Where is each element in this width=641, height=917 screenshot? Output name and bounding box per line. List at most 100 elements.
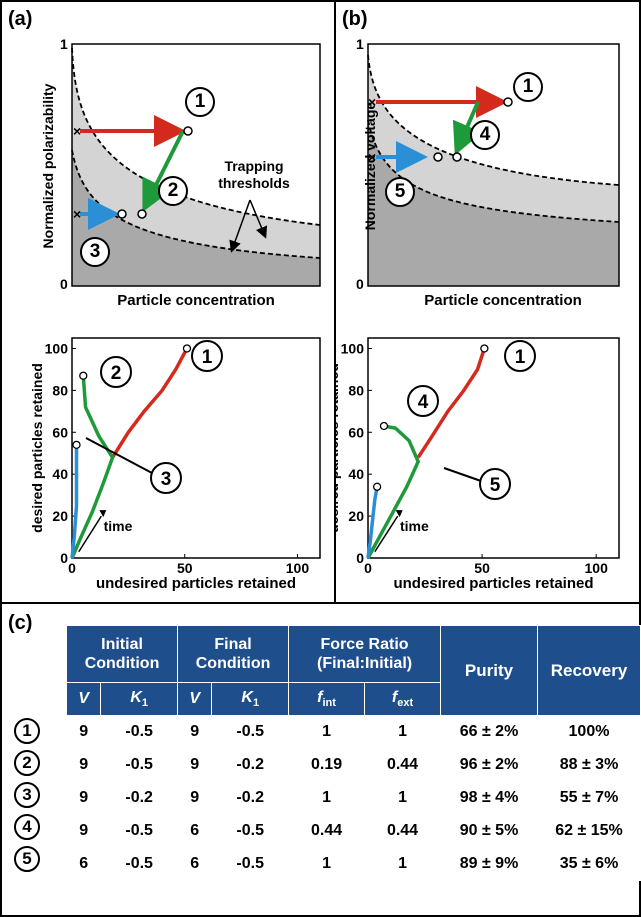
cell-v-i: 9 [65,781,102,815]
series-line-2 [70,375,115,559]
cell-v-f: 9 [177,715,213,749]
cell-v-i: 9 [65,715,102,749]
panel-a-annotation: Trapping thresholds [218,158,290,191]
panel-b-ytick-top: 1 [356,36,364,52]
plot-frame [71,337,321,559]
y-tick-label: 0 [60,550,68,566]
table-row: 9 -0.5 9 -0.5 1 1 66 ± 2% 100% [65,715,641,749]
header-force: Force Ratio (Final:Initial) [288,625,441,683]
cell-k-f: -0.5 [211,715,290,749]
y-tick-label: 20 [52,508,68,524]
cell-k-i: -0.5 [100,814,179,848]
y-tick-label: 80 [52,382,68,398]
cell-k-i: -0.5 [100,847,179,881]
panel-a-ytick-bottom: 0 [60,276,68,292]
cell-f-ext: 0.44 [364,748,441,782]
sub-f-int: fint [288,682,366,716]
cell-v-i: 9 [65,748,102,782]
cell-f-ext: 1 [364,781,441,815]
panel-a-xlabel: Particle concentration [117,292,275,309]
series-endpoint-3 [72,440,81,450]
header-final: Final Condition [177,625,290,683]
cell-f-int: 1 [288,781,366,815]
cell-recovery: 35 ± 6% [537,847,641,881]
row-label-5: 5 [14,846,40,872]
cell-purity: 98 ± 4% [440,781,538,815]
panel-a-ytick-top: 1 [60,36,68,52]
cell-v-i: 9 [65,814,102,848]
panel-b-ylabel: Normalized voltage [362,101,378,231]
sub-f-ext: fext [364,682,441,716]
cell-purity: 66 ± 2% [440,715,538,749]
marker-label: 1 [202,347,213,368]
cell-k-i: -0.5 [100,715,179,749]
series-line-1 [111,347,189,459]
svg-text:×: × [368,149,376,165]
cell-recovery: 62 ± 15% [537,814,641,848]
y-tick-label: 60 [348,424,364,440]
panel-b-xlabel: Particle concentration [424,292,582,309]
cell-k-f: -0.2 [211,748,290,782]
series-line-5 [366,486,379,559]
x-axis-label: undesired particles retained [393,575,593,592]
cell-f-int: 1 [288,847,366,881]
x-tick-label: 0 [364,560,372,576]
panel-b-label: (b) [342,8,368,30]
x-tick-label: 50 [177,560,193,576]
marker-label: 3 [161,469,172,490]
row-label-4: 4 [14,814,40,840]
plot-frame [367,337,620,559]
x-tick-label: 100 [286,560,310,576]
cell-recovery: 55 ± 7% [537,781,641,815]
y-tick-label: 100 [341,340,365,356]
table-row: 9 -0.5 6 -0.5 0.44 0.44 90 ± 5% 62 ± 15% [65,814,641,848]
y-tick-label: 100 [45,340,69,356]
row-label-1: 1 [14,718,40,744]
marker-label: 4 [418,392,429,413]
x-tick-label: 0 [68,560,76,576]
cell-k-f: -0.5 [211,814,290,848]
y-axis-label: desired particles retained [29,363,45,533]
x-axis-label: undesired particles retained [96,575,296,592]
sub-v-final: V [177,682,213,716]
panel-a-marker-2: 2 [158,176,188,206]
cell-f-ext: 1 [364,715,441,749]
panel-b-top-schematic: × × [367,43,620,287]
panel-b-marker-4: 4 [470,120,500,150]
sub-k1-initial: K1 [100,682,179,716]
marker-5-pointer [443,467,482,482]
series-endpoint-4 [379,421,389,431]
y-tick-label: 40 [348,466,364,482]
cell-k-f: -0.5 [211,847,290,881]
sub-k1-final: K1 [211,682,290,716]
svg-text:×: × [73,123,81,139]
y-tick-label: 20 [348,508,364,524]
cell-f-int: 1 [288,715,366,749]
cell-v-f: 9 [177,748,213,782]
y-tick-label: 0 [356,550,364,566]
time-arrow-head [395,510,403,518]
cell-k-i: -0.2 [100,781,179,815]
series-line-3 [70,444,79,559]
cell-k-f: -0.2 [211,781,290,815]
series-endpoint-2 [79,371,88,380]
series-endpoint-1 [182,344,192,353]
panel-c-label: (c) [8,612,33,634]
x-tick-label: 50 [474,560,490,576]
marker-circle [100,356,132,388]
marker-circle [504,340,536,372]
marker-label: 5 [490,475,501,496]
time-arrow-head [99,510,107,518]
cell-recovery: 100% [537,715,641,749]
cell-f-ext: 1 [364,847,441,881]
row-label-3: 3 [14,782,40,808]
cell-f-int: 0.44 [288,814,366,848]
panel-b-marker-5: 5 [385,177,415,207]
cell-purity: 90 ± 5% [440,814,538,848]
marker-circle [150,462,182,494]
cell-v-f: 9 [177,781,213,815]
results-table: Initial Condition Final Condition Force … [65,625,641,881]
y-tick-label: 40 [52,466,68,482]
header-initial: Initial Condition [65,625,179,683]
